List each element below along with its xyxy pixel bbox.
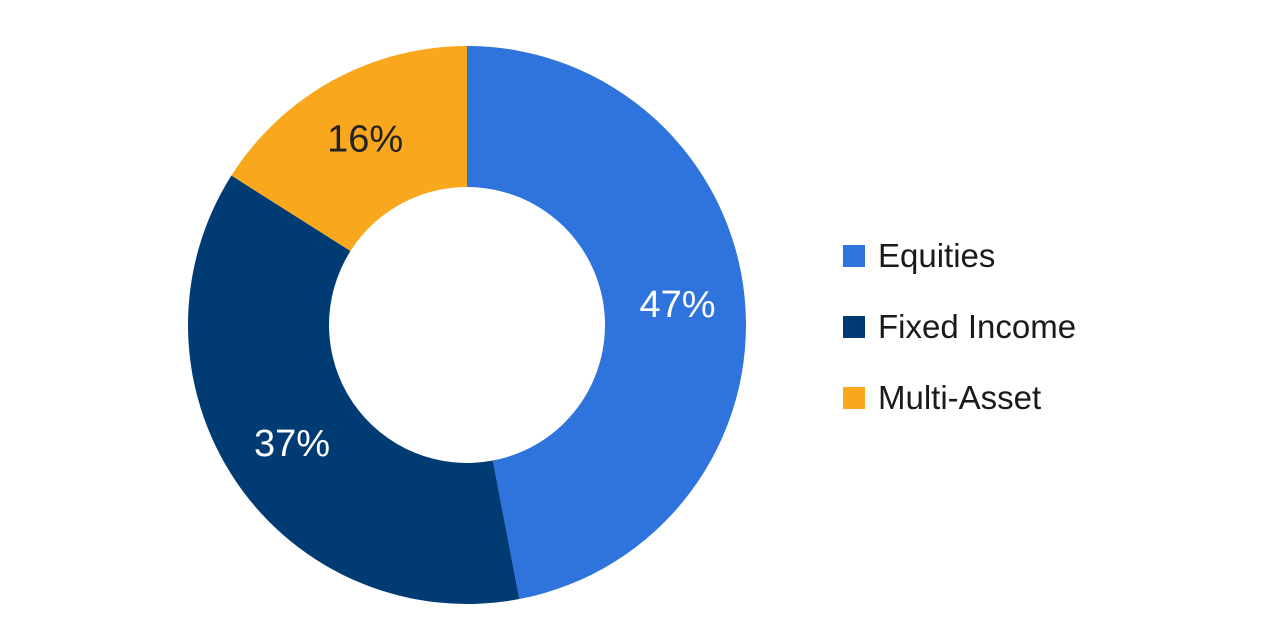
legend-label-multi-asset: Multi-Asset xyxy=(878,379,1042,416)
data-label-fixed-income: 37% xyxy=(254,423,330,465)
donut-slice-multi-asset xyxy=(231,46,467,252)
legend-item-multi-asset: Multi-Asset xyxy=(843,379,1076,416)
legend-label-equities: Equities xyxy=(878,237,996,274)
legend-item-fixed-income: Fixed Income xyxy=(843,308,1077,345)
donut-slice-equities xyxy=(467,46,747,600)
legend-swatch-equities xyxy=(843,245,865,267)
legend-label-fixed-income: Fixed Income xyxy=(878,308,1077,345)
donut-slice-fixed-income xyxy=(187,175,520,604)
legend-swatch-fixed-income xyxy=(843,316,865,338)
chart-legend: Equities Fixed Income Multi-Asset xyxy=(843,237,1077,416)
data-label-equities: 47% xyxy=(640,284,716,326)
legend-item-equities: Equities xyxy=(843,237,1076,274)
legend-swatch-multi-asset xyxy=(843,387,865,409)
data-label-multi-asset: 16% xyxy=(327,119,403,161)
